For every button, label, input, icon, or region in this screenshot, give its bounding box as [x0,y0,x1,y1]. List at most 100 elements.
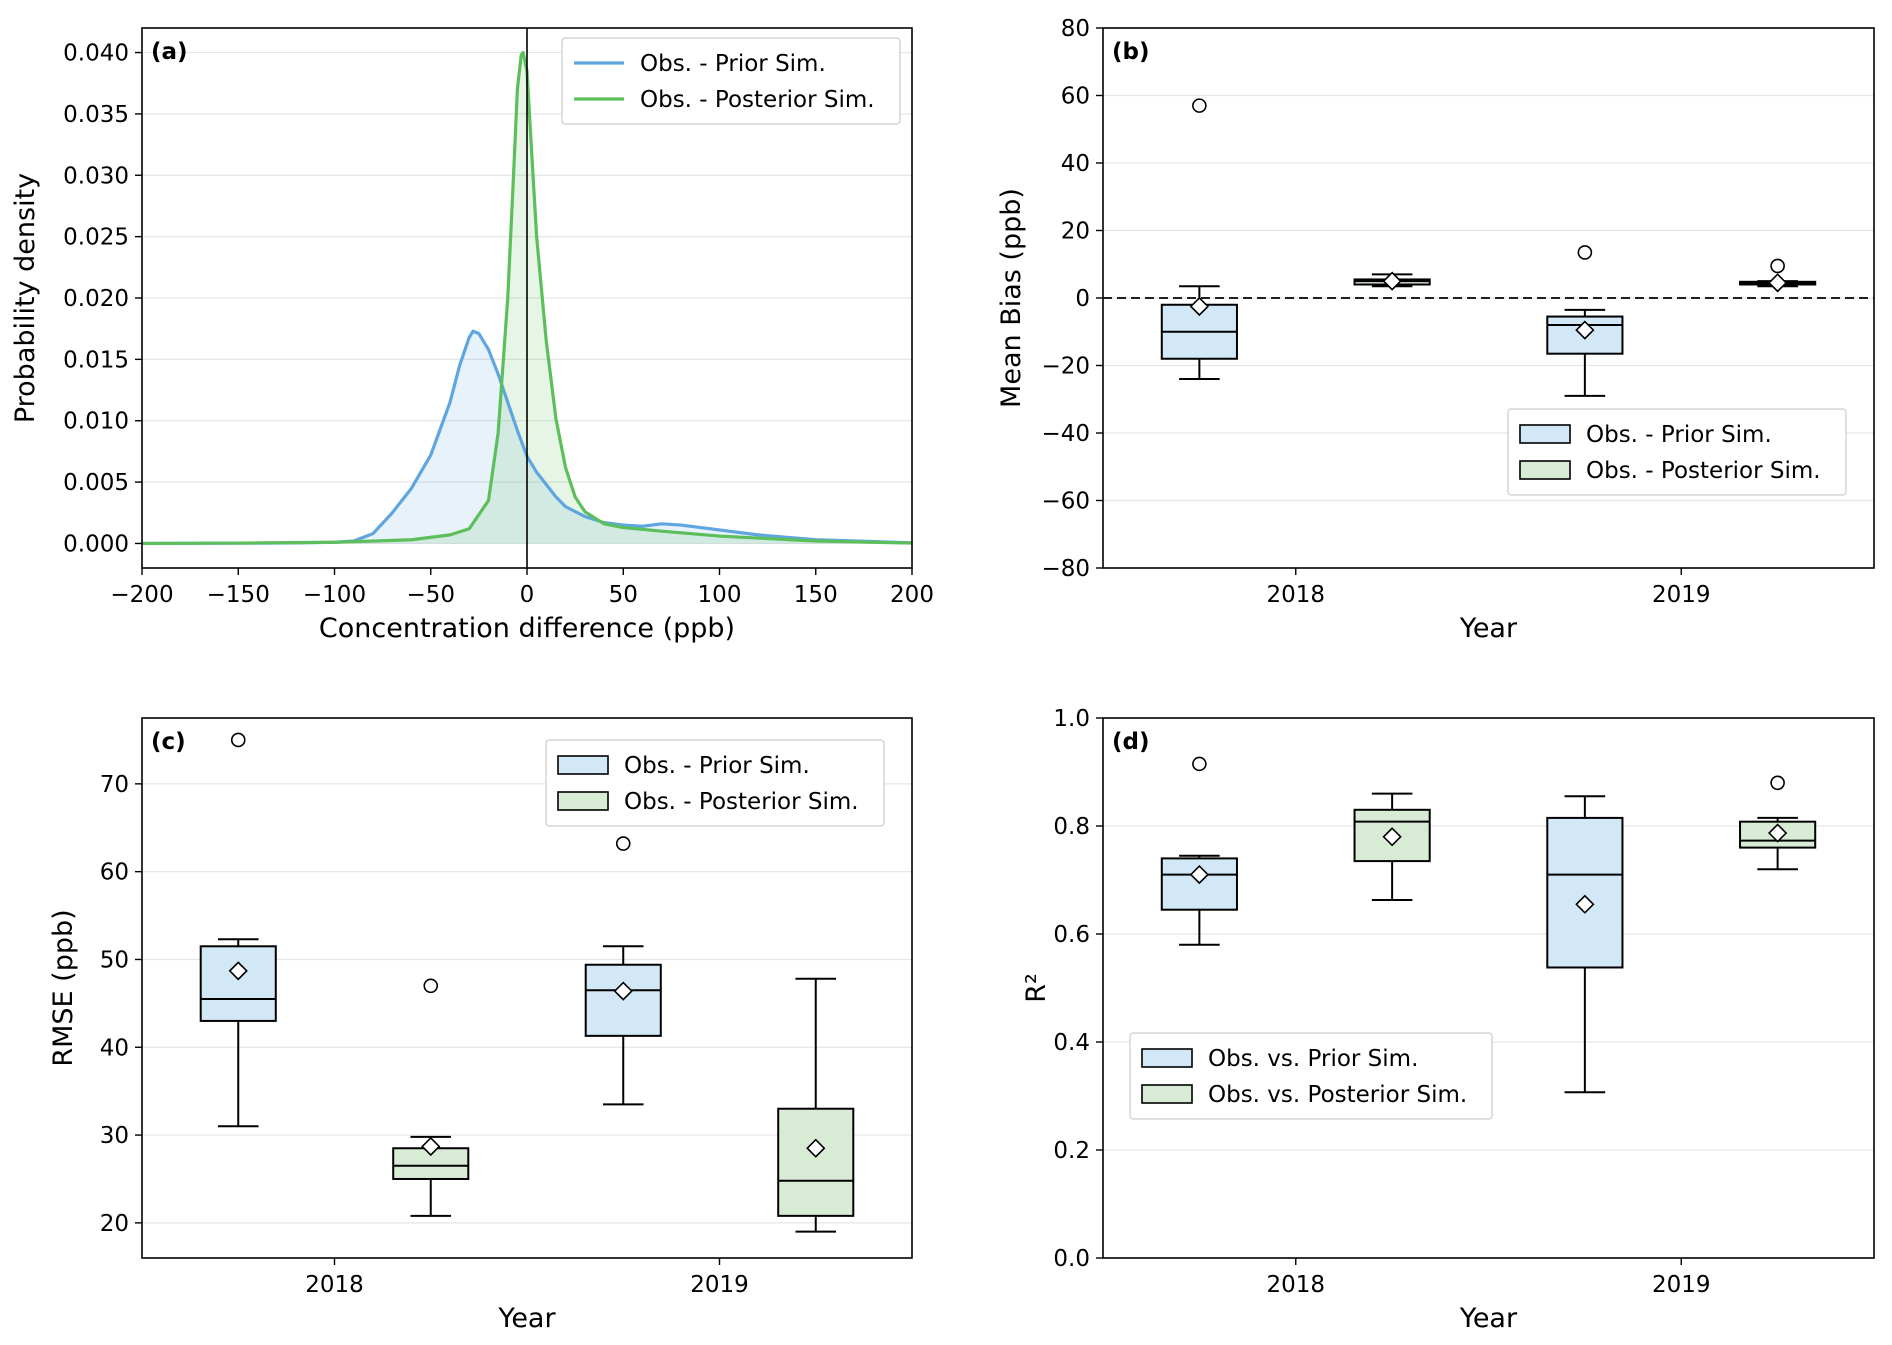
legend-box [1129,1032,1493,1120]
x-tick-label: 50 [609,582,638,608]
legend-label: Obs. - Prior Sim. [1586,422,1772,448]
legend-label: Obs. - Prior Sim. [624,753,810,779]
mean-marker [1575,320,1595,340]
y-tick-label: 0 [1075,286,1090,312]
box-2019-posterior [777,977,855,1233]
y-axis-label: Probability density [10,173,41,423]
legend-label: Obs. vs. Posterior Sim. [1208,1082,1467,1108]
y-tick-label: 0.025 [63,225,129,251]
x-tick-label: 2018 [305,1272,364,1298]
legend-box [1507,408,1847,496]
mean-marker [1382,271,1402,291]
plot-frame [141,717,913,1259]
x-tick-label: 2018 [1266,1272,1325,1298]
box-body [1546,816,1624,969]
y-tick-label: 40 [1061,151,1090,177]
y-tick-label: 40 [100,1035,129,1061]
plot-frame [1102,717,1875,1259]
y-tick-label: −80 [1041,556,1090,582]
x-tick-label: −200 [110,582,173,608]
x-tick-label: 0 [520,582,535,608]
y-tick-label: 70 [100,772,129,798]
legend-swatch [1141,1048,1193,1068]
box-2019-prior [584,836,662,1106]
y-tick-label: 20 [1061,219,1090,245]
legend-swatch [557,755,609,775]
y-tick-label: 60 [1061,84,1090,110]
panel-tag: (b) [1112,39,1150,65]
legend-label: Obs. vs. Prior Sim. [1208,1046,1418,1072]
x-tick-label: 2019 [1652,1272,1711,1298]
mean-marker [1767,273,1788,293]
outlier-point [1770,775,1785,791]
legend-box [561,37,901,125]
y-tick-label: 0.040 [63,41,129,67]
x-tick-label: 2019 [690,1272,749,1298]
y-tick-label: 0.005 [63,470,129,496]
mean-marker [421,1136,441,1157]
plot-frame [141,27,913,569]
panel-a: 0.000 0.005 0.010 0.015 0.020 0.025 0.030 0.035… [10,27,934,644]
y-axis-label: Mean Bias (ppb) [996,188,1027,408]
y-tick-label: 0.6 [1053,922,1090,948]
box-2018-posterior [1353,271,1431,291]
outlier-point [1192,98,1207,113]
y-tick-label: −20 [1041,354,1090,380]
legend-label: Obs. - Posterior Sim. [640,87,875,113]
x-axis-label: Concentration difference (ppb) [319,613,735,644]
outlier-point [1770,258,1785,274]
y-tick-label: 0.010 [63,409,129,435]
legend-swatch [1519,460,1571,480]
legend-box [545,739,885,827]
density-line [141,329,913,546]
box-2019-prior [1546,795,1624,1094]
y-tick-label: 0.015 [63,347,129,373]
outlier-point [423,978,439,994]
legend-swatch [1141,1084,1193,1104]
outlier-point [1192,756,1207,772]
y-tick-label: −40 [1041,421,1090,447]
x-axis-label: Year [1459,1303,1518,1334]
x-tick-label: 2018 [1266,582,1325,608]
panel-tag: (c) [151,729,186,755]
box-2018-prior [199,732,277,1128]
box-body [777,1107,855,1217]
box-2018-prior [1160,98,1238,380]
y-tick-label: −60 [1041,489,1090,515]
mean-marker [1189,296,1210,317]
box-2019-posterior [1739,258,1817,293]
x-tick-label: 2019 [1652,582,1711,608]
panel-c: 20 30 40 50 60 70 2018 2019 Year RMSE (ppb) (c) Obs… [48,717,913,1334]
mean-marker [1189,864,1210,885]
x-tick-label: −150 [207,582,270,608]
x-axis-label: Year [497,1303,556,1334]
panel-d: 0.0 0.2 0.4 0.6 0.8 1.0 2018 2019 Year R² (d) Obs. … [1021,706,1875,1334]
y-tick-label: 0.0 [1053,1246,1090,1272]
y-tick-label: 0.035 [63,102,129,128]
y-tick-label: 0.000 [63,531,129,557]
y-tick-label: 50 [100,947,129,973]
x-tick-label: 100 [698,582,742,608]
mean-marker [228,961,248,981]
box-body [199,945,277,1022]
y-tick-label: 0.030 [63,163,129,189]
x-tick-label: −100 [303,582,366,608]
legend-swatch [557,791,609,811]
plot-frame [1102,27,1875,569]
x-tick-label: 150 [794,582,838,608]
panel-tag: (d) [1112,729,1150,755]
mean-marker [1382,827,1402,847]
legend-label: Obs. - Prior Sim. [640,51,826,77]
mean-marker [1767,823,1788,843]
y-axis-label: RMSE (ppb) [48,909,79,1066]
y-tick-label: 30 [100,1123,129,1149]
y-tick-label: 0.8 [1053,814,1090,840]
box-2018-posterior [392,978,470,1217]
mean-marker [1575,894,1595,914]
legend-label: Obs. - Posterior Sim. [1586,458,1821,484]
box-2019-posterior [1739,775,1817,871]
box-2018-posterior [1353,792,1431,901]
y-tick-label: 0.4 [1053,1030,1090,1056]
outlier-point [615,836,631,851]
y-tick-label: 80 [1061,16,1090,42]
